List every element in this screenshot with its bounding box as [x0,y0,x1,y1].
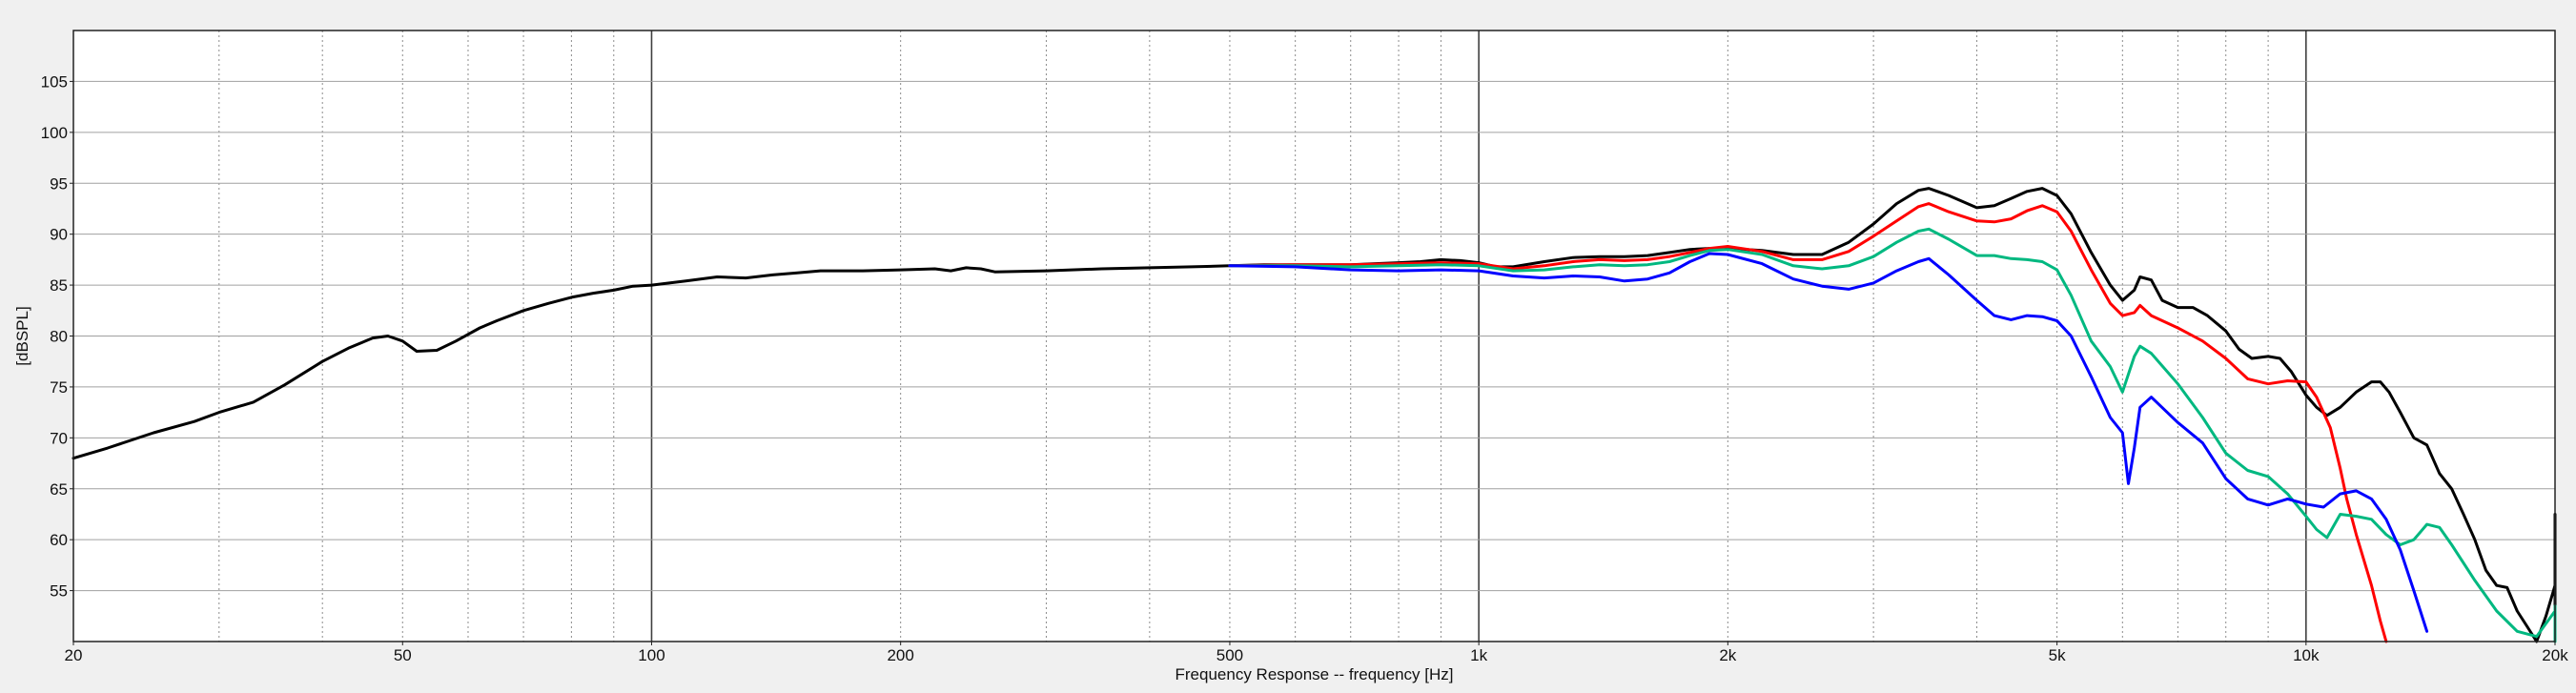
y-tick-label: 60 [50,531,68,549]
y-tick-label: 85 [50,276,68,295]
x-tick-label: 20k [2542,646,2568,664]
x-tick-label: 1k [1470,646,1487,664]
tick-labels: 20 50 100 200 500 1k 2k 5k 10k 20k 55 60 65 70 75 80 85 9… [41,72,2569,664]
x-tick-label: 50 [394,646,412,664]
series-line-15-deg [1228,202,2388,643]
series-line-45-deg [1228,252,2429,633]
y-tick-label: 65 [50,480,68,499]
y-tick-label: 100 [41,124,68,142]
x-tick-label: 100 [638,646,664,664]
x-tick-label: 2k [1719,646,1736,664]
y-tick-label: 70 [50,429,68,447]
y-tick-label: 80 [50,328,68,346]
grid-lines [73,31,2555,642]
x-tick-label: 10k [2293,646,2320,664]
y-tick-label: 90 [50,226,68,244]
x-tick-label: 20 [65,646,83,664]
y-tick-label: 55 [50,582,68,601]
x-tick-label: 500 [1216,646,1243,664]
series-line-30-deg [1228,227,2557,643]
series-lines [72,187,2557,643]
x-tick-label: 5k [2049,646,2066,664]
y-tick-label: 95 [50,174,68,193]
series-line-on-axis [72,187,2557,643]
y-tick-label: 105 [41,72,68,91]
x-axis-label: Frequency Response -- frequency [Hz] [1176,665,1454,683]
x-tick-label: 200 [887,646,913,664]
y-axis-label: [dBSPL] [13,306,31,365]
y-tick-label: 75 [50,378,68,397]
